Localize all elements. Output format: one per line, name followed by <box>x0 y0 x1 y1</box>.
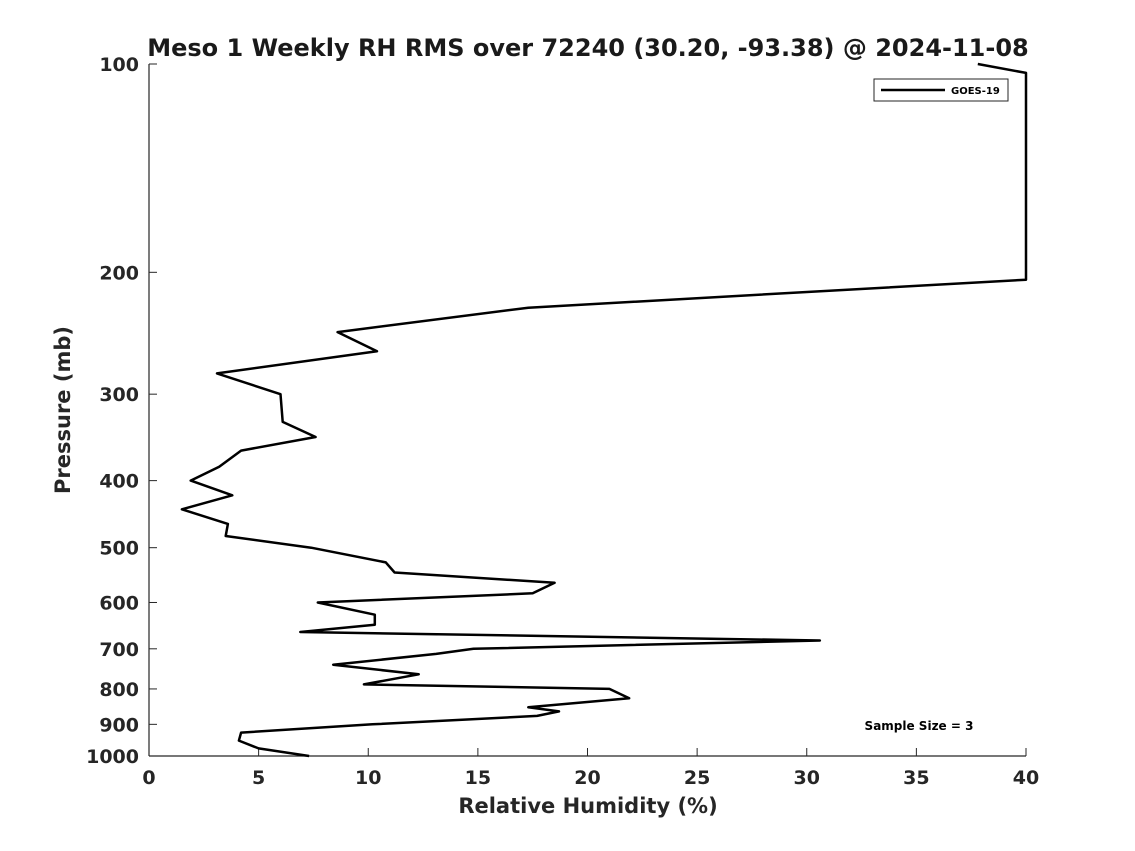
y-ticks: 100 200 300 400 500 600 700 800 900 1000 <box>86 54 157 768</box>
y-tick-label: 300 <box>99 384 139 406</box>
y-tick-label: 800 <box>99 679 139 701</box>
sample-size-annotation: Sample Size = 3 <box>865 719 974 733</box>
x-ticks: 0 5 10 15 20 25 30 35 40 <box>142 748 1039 789</box>
x-tick-label: 0 <box>142 767 155 789</box>
y-tick-label: 400 <box>99 471 139 493</box>
y-tick-label: 700 <box>99 639 139 661</box>
plot-area: 100 200 300 400 500 600 700 800 900 1000 0 5 10 15 20… <box>86 54 1039 789</box>
x-tick-label: 30 <box>794 767 820 789</box>
y-tick-label: 100 <box>99 54 139 76</box>
x-tick-label: 40 <box>1013 767 1039 789</box>
x-tick-label: 15 <box>465 767 491 789</box>
x-tick-label: 35 <box>903 767 929 789</box>
y-tick-label: 200 <box>99 262 139 284</box>
y-tick-label: 900 <box>99 714 139 736</box>
chart-title: Meso 1 Weekly RH RMS over 72240 (30.20, … <box>147 34 1029 62</box>
y-axis-label: Pressure (mb) <box>51 326 75 494</box>
x-axis-label: Relative Humidity (%) <box>458 794 717 818</box>
y-tick-label: 500 <box>99 538 139 560</box>
y-tick-label: 1000 <box>86 746 139 768</box>
x-tick-label: 10 <box>355 767 381 789</box>
x-tick-label: 25 <box>684 767 710 789</box>
series-layer <box>180 62 1028 758</box>
x-tick-label: 20 <box>574 767 600 789</box>
legend-label-goes-19: GOES-19 <box>951 86 1000 97</box>
legend: GOES-19 <box>873 78 1009 102</box>
series-line-goes-19 <box>180 62 1028 758</box>
y-tick-label: 600 <box>99 592 139 614</box>
x-tick-label: 5 <box>252 767 265 789</box>
